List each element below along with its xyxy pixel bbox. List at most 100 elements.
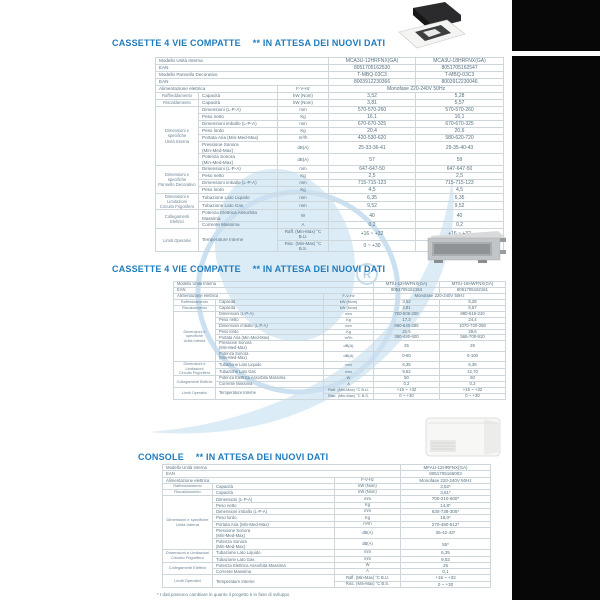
- value-cell: 700-210-600*: [400, 495, 492, 503]
- table-row: Modello Pannello Decorativo T-MBQ-03C3 T-M…: [154, 71, 505, 79]
- unit-cell: kW (Nom): [333, 489, 402, 497]
- value-cell: 5,28: [415, 92, 505, 100]
- value-cell: 0 ~ +30: [400, 580, 492, 589]
- value-cell: 20,4: [328, 127, 417, 135]
- unit-cell: dB(A): [333, 538, 402, 551]
- value-cell: 3,81*: [400, 489, 492, 497]
- table-row: Alimentazione elettrica F-V-Hz Monofase 22…: [162, 476, 492, 484]
- spec-label-cell: Potenza Sonora (Min-Med-Max): [215, 350, 324, 363]
- value-cell: 2,5: [328, 172, 417, 180]
- value-cell: 8003912230046: [415, 78, 505, 86]
- unit-cell: W: [276, 209, 330, 223]
- unit-cell: mm: [276, 106, 330, 114]
- spec-label-cell: Capacità: [198, 99, 278, 107]
- unit-cell: A: [276, 221, 330, 230]
- value-cell: 9,52: [400, 555, 492, 563]
- value-cell: 270-480-512*: [400, 520, 492, 528]
- table-row: Potenza Sonora (Min-Med-Max) dB(A) 57 59: [156, 153, 505, 166]
- table-row: Peso netto Kg 14,8*: [163, 501, 492, 510]
- section-title-text: CASSETTE 4 VIE COMPATTE: [112, 264, 241, 274]
- table-row: Raffreddamento Capacità kW (Nom) 3,52 5,28: [155, 92, 505, 100]
- table-row: Portata Aria (Min-Med-Max) m³/h 270-480-51…: [163, 520, 492, 528]
- spec-label-cell: Temperature Interne: [212, 574, 335, 588]
- table-row: EAN 8003912230366 8003912230046: [154, 78, 505, 86]
- table-row: Pressione Sonora (Min-Med-Max) dB(A) 25 29: [174, 340, 507, 352]
- unit-cell: mm: [322, 368, 375, 377]
- table-row: Modello Unità Interna MFAU-12HRFNX(GA): [161, 463, 492, 472]
- value-cell: 55*: [400, 538, 492, 551]
- value-cell: 0,1: [400, 568, 492, 576]
- value-cell: 580-620-720: [415, 134, 505, 142]
- table-row: Dimensioni e Limitazioni Circuito Frigor…: [155, 192, 505, 211]
- value-cell: 29: [439, 340, 507, 352]
- value-cell: 3,52*: [400, 482, 492, 491]
- group-label-cell: Collegamenti Elettrici: [162, 561, 213, 576]
- value-cell: 420-530-620: [328, 134, 417, 142]
- unit-cell: mm: [276, 120, 330, 128]
- spec-label-cell: Peso netto: [198, 113, 278, 121]
- value-cell: 4,5: [328, 186, 417, 194]
- spec-label-cell: Peso lordo: [198, 127, 278, 135]
- spec-label-cell: Corrente Massima: [198, 221, 278, 230]
- value-cell: 57: [328, 153, 417, 166]
- table-row: Tubazione Lato Gas mm 9,52 9,52: [156, 201, 505, 211]
- spec-label-cell: Potenza Sonora (Min-Med-Max): [198, 153, 278, 166]
- value-cell: 2,5: [415, 172, 505, 180]
- value-cell: 8051705166003: [400, 470, 492, 478]
- unit-cell: m³/h: [276, 134, 330, 142]
- spec-label-cell: Modello Pannello Decorativo: [154, 71, 330, 79]
- section-title-cassette-2: CASSETTE 4 VIE COMPATTE ** IN ATTESA DEI…: [112, 264, 385, 274]
- group-label-cell: Collegamenti Elettrici: [155, 209, 199, 230]
- unit-cell: Risc. (Min-Max) °C B.S.: [276, 239, 330, 253]
- group-label-cell: Dimensioni e specifiche Unità Interna: [155, 106, 199, 166]
- section-title-console: CONSOLE ** IN ATTESA DEI NUOVI DATI: [138, 452, 328, 462]
- table-row: Corrente Massima A 0,1: [163, 568, 492, 576]
- value-cell: 25: [400, 561, 492, 570]
- value-cell: +16 ~ +32: [328, 228, 417, 241]
- value-cell: 715-715-123: [415, 179, 505, 187]
- table-row: Potenza Sonora (Min-Med-Max) dB(A) 0-60 0-1…: [174, 350, 507, 363]
- spec-label-cell: Tubazione Lato Gas: [198, 201, 278, 211]
- right-black-panel: [512, 0, 600, 600]
- table-row: Dimensioni imballo (L-P-A) mm 715-715-123 7…: [156, 179, 505, 187]
- unit-cell: mm: [322, 361, 375, 370]
- section-notice-text: ** IN ATTESA DEI NUOVI DATI: [252, 264, 386, 274]
- value-cell: 3,52: [328, 92, 417, 100]
- value-cell: 0,2: [328, 221, 417, 230]
- value-cell: 25-33-36-41: [328, 141, 417, 154]
- spec-label-cell: Dimensioni imballo (L-P-A): [198, 120, 278, 128]
- value-cell: 9,52: [328, 201, 417, 211]
- footnote: * I dati possono cambiare in quanto il p…: [157, 592, 290, 597]
- table-row: Dimensioni e specifiche Pannello Decorat…: [155, 165, 505, 194]
- spec-label-cell: Temperature Interne: [198, 228, 278, 253]
- table-row: EAN 8051705166003: [161, 470, 492, 478]
- value-cell: T-MBQ-03C3: [328, 71, 417, 79]
- table-row: Peso netto Kg 2,5 2,5: [156, 172, 505, 180]
- spec-label-cell: Alimentazione elettrica: [155, 85, 278, 93]
- spec-label-cell: Capacità: [198, 92, 278, 100]
- unit-cell: F-V-Hz: [276, 85, 330, 93]
- value-cell: 5,57: [415, 99, 505, 107]
- value-cell: 670-670-325: [328, 120, 417, 128]
- table-row: Risc. (Min-Max) °C B.S. 0 ~ +30: [163, 580, 492, 589]
- table-row: Pressione Sonora (Min-Med-Max) dB(A) 25-33…: [156, 141, 505, 154]
- spec-label-cell: EAN: [161, 470, 402, 478]
- value-cell: 14,8*: [400, 501, 492, 510]
- table-row: Potenza Sonora (Min-Med-Max) dB(A) 55*: [163, 538, 492, 551]
- value-cell: Monofase 220-240V 50Hz: [400, 476, 492, 484]
- unit-cell: Kg: [276, 113, 330, 121]
- value-cell: 6,35: [400, 549, 492, 557]
- spec-label-cell: Dimensioni (L-P-A): [198, 165, 278, 173]
- table-row: EAN 8051705162530 8051705162547: [154, 64, 505, 72]
- value-cell: MCA3U-18HRFNX(GA): [415, 57, 505, 65]
- group-label-cell: Limiti Operativi: [155, 228, 199, 253]
- black-panel-white-gap: [512, 51, 600, 56]
- section-title-text: CASSETTE 4 VIE COMPATTE: [112, 38, 241, 48]
- value-cell: 647-647-50: [328, 165, 417, 173]
- value-cell: 570-570-260: [415, 106, 505, 114]
- spec-label-cell: Potenza Sonora (Min-Med-Max): [212, 538, 335, 551]
- table-row: Collegamenti Elettrici Potenza Elettrica …: [155, 209, 505, 230]
- ducted-unit-photo: [427, 231, 506, 263]
- value-cell: T-MBQ-03C3: [415, 71, 505, 79]
- unit-cell: kW (Nom): [276, 92, 330, 100]
